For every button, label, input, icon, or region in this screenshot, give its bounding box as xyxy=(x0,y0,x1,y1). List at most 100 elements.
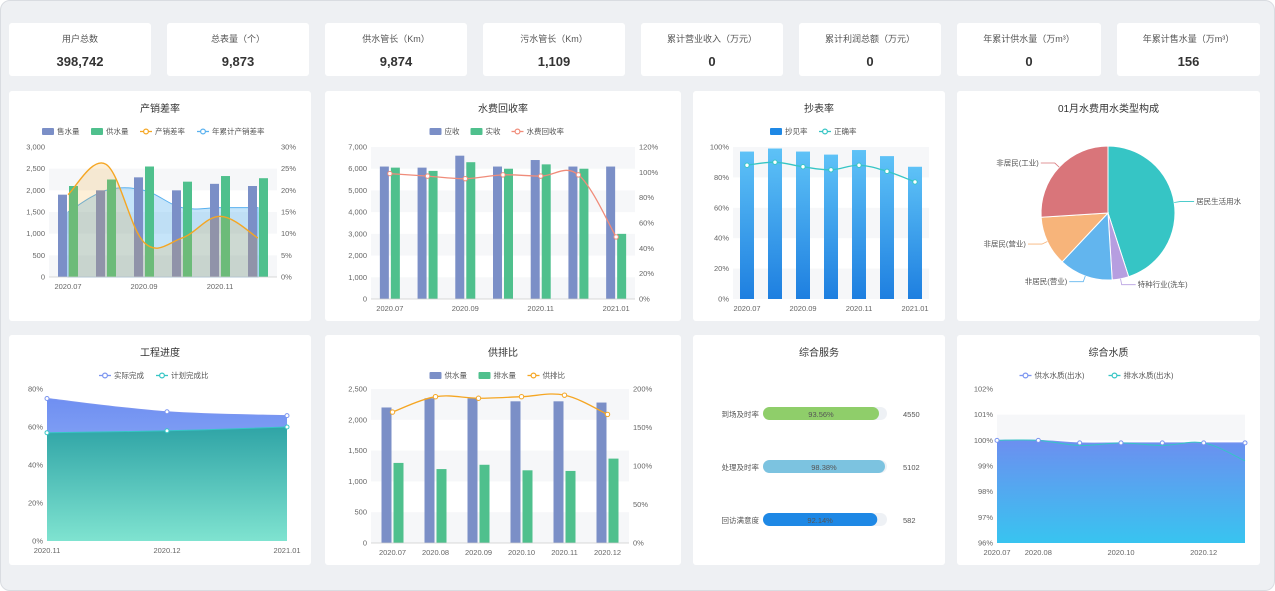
pie-label: 非居民(营业) xyxy=(1025,276,1068,286)
grid-band xyxy=(371,233,635,256)
legend-marker xyxy=(143,128,150,135)
legend-marker xyxy=(101,372,108,379)
y2-tick-label: 0% xyxy=(633,539,644,548)
kpi-value: 398,742 xyxy=(56,54,104,69)
grid-band xyxy=(371,190,635,213)
x-tick-label: 2020.08 xyxy=(422,548,449,557)
y-tick-label: 7,000 xyxy=(348,143,367,152)
y-tick-label: 5,000 xyxy=(348,186,367,195)
chart-title: 工程进度 xyxy=(140,346,180,359)
chart-title: 水费回收率 xyxy=(478,102,528,115)
pie-leader xyxy=(1027,241,1048,245)
y-tick-label: 60% xyxy=(714,203,729,212)
x-tick-label: 2020.09 xyxy=(130,282,157,291)
legend-marker xyxy=(200,128,207,135)
y2-tick-label: 20% xyxy=(639,269,654,278)
pie-leader xyxy=(1120,278,1136,286)
bar-read-rate xyxy=(880,156,894,299)
accuracy-point xyxy=(856,162,862,168)
bar-sold xyxy=(248,186,257,277)
x-tick-label: 2020.07 xyxy=(379,548,406,557)
y2-tick-label: 20% xyxy=(281,186,296,195)
x-tick-label: 2021.01 xyxy=(603,304,630,313)
recovery-point xyxy=(500,172,506,178)
service-card: 综合服务 到场及时率 93.56% 4550 处理及时率 98.38% 5102 回访满意度 9… xyxy=(693,335,945,565)
kpi-label: 年累计售水量（万m³） xyxy=(1142,34,1235,44)
bar-sold xyxy=(96,190,105,277)
bar-received xyxy=(390,167,400,299)
supply-drainage-card: 供排比 供水量 排水量 供排比 0 500 1,000 1,500 2,000 2,500 0% 50… xyxy=(325,335,681,565)
y-tick-label: 2,500 xyxy=(26,164,45,173)
y-tick-label: 80% xyxy=(28,385,43,394)
bar-sold xyxy=(172,190,181,277)
legend-swatch xyxy=(91,128,103,135)
bar-received xyxy=(579,168,589,299)
grid-band xyxy=(371,512,629,543)
y2-tick-label: 10% xyxy=(281,229,296,238)
bar-supply xyxy=(221,176,230,277)
bar-received xyxy=(617,233,627,299)
recovery-point xyxy=(424,173,431,179)
legend-label: 正确率 xyxy=(834,126,857,136)
bar-drainage xyxy=(565,470,576,543)
y-tick-label: 0% xyxy=(32,537,43,546)
kpi-label: 供水管长（Km） xyxy=(362,34,430,44)
legend-marker xyxy=(1111,372,1118,379)
service-percent: 93.56% xyxy=(808,410,834,419)
kpi-card: 累计利润总额（万元） 0 xyxy=(799,23,941,76)
legend-swatch xyxy=(470,128,483,135)
grid-band xyxy=(49,212,277,234)
supply-quality-point xyxy=(994,437,1000,443)
y2-tick-label: 0% xyxy=(281,273,292,282)
y2-tick-label: 30% xyxy=(281,143,296,152)
ratio-point xyxy=(561,392,568,398)
kpi-card: 年累计售水量（万m³） 156 xyxy=(1117,23,1260,76)
legend-swatch xyxy=(429,372,442,379)
recovery-point xyxy=(462,175,468,182)
ratio-point xyxy=(518,394,525,400)
legend-marker xyxy=(514,128,521,135)
legend-label: 年累计产销差率 xyxy=(212,126,265,136)
y-tick-label: 500 xyxy=(354,508,367,517)
service-bar xyxy=(763,513,878,526)
recovery-point xyxy=(538,173,544,179)
y-tick-label: 2,000 xyxy=(26,186,45,195)
y-tick-label: 1,500 xyxy=(26,208,45,217)
y-tick-label: 1,000 xyxy=(348,477,367,486)
kpi-label: 年累计供水量（万m³） xyxy=(983,34,1075,44)
plan-point xyxy=(164,428,170,434)
x-tick-label: 2020.09 xyxy=(789,304,816,313)
x-tick-label: 2021.01 xyxy=(273,546,300,555)
y2-tick-label: 200% xyxy=(633,385,653,394)
plan-area xyxy=(47,427,287,541)
x-tick-label: 2020.12 xyxy=(594,548,621,557)
bar-received xyxy=(504,168,513,299)
supply-quality-area xyxy=(997,440,1245,543)
bar-supply xyxy=(69,186,78,277)
kpi-value: 0 xyxy=(866,54,874,69)
bar-read-rate xyxy=(768,148,782,299)
rate-area xyxy=(68,162,258,277)
service-label: 处理及时率 xyxy=(722,462,760,472)
chart-title: 综合水质 xyxy=(1089,346,1129,359)
supply-quality-point xyxy=(1077,440,1083,446)
ratio-point xyxy=(432,394,439,400)
pie-leader xyxy=(1174,201,1195,203)
grid-band xyxy=(371,147,635,169)
kpi-value: 0 xyxy=(1025,54,1033,69)
y-tick-label: 20% xyxy=(714,264,729,273)
legend-label: 供水水质(出水) xyxy=(1035,370,1085,380)
bar-receivable xyxy=(493,166,502,299)
x-tick-label: 2020.10 xyxy=(1107,548,1134,557)
bar-drainage xyxy=(479,464,490,543)
legend-label: 计划完成比 xyxy=(171,370,209,380)
x-tick-label: 2020.10 xyxy=(508,548,535,557)
x-tick-label: 2020.07 xyxy=(54,282,81,291)
service-percent: 92.14% xyxy=(807,516,833,525)
x-tick-label: 2020.12 xyxy=(153,546,180,555)
legend-label: 排水量 xyxy=(494,370,517,380)
